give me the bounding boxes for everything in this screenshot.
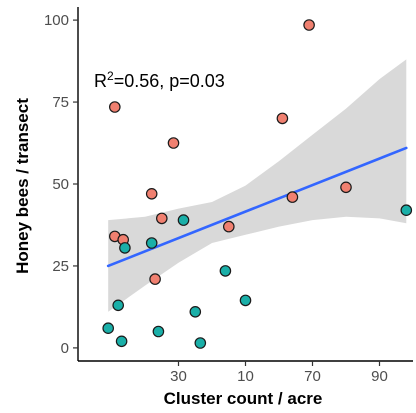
data-point-series-1 xyxy=(156,212,168,225)
data-point-series-2 xyxy=(152,325,165,338)
data-point-series-2 xyxy=(112,299,124,312)
data-point-series-2 xyxy=(119,242,131,254)
y-axis-title: Honey bees / transect xyxy=(13,98,32,274)
axes-layer: 0 25 50 75 100 30 10 70 90 xyxy=(44,7,413,385)
data-point-series-1 xyxy=(167,137,180,149)
data-point-series-2 xyxy=(189,305,202,318)
points-layer xyxy=(102,19,413,349)
trend-layer xyxy=(106,146,408,268)
data-point-series-1 xyxy=(303,19,315,31)
y-tick-label: 0 xyxy=(61,340,69,357)
y-tick-label: 25 xyxy=(52,258,69,275)
x-tick-label: 10 xyxy=(237,368,254,385)
data-point-series-2 xyxy=(400,204,413,216)
annotation-r: R xyxy=(94,71,107,91)
x-tick-label: 30 xyxy=(170,368,187,385)
data-point-series-1 xyxy=(286,191,299,203)
annotation-superscript: 2 xyxy=(107,69,114,83)
data-point-series-1 xyxy=(223,220,235,233)
data-point-series-2 xyxy=(115,335,128,348)
x-tick-label: 90 xyxy=(371,368,388,385)
data-point-series-2 xyxy=(239,294,252,307)
data-point-series-2 xyxy=(177,214,190,226)
data-point-series-1 xyxy=(145,188,158,200)
data-point-series-1 xyxy=(340,181,352,194)
data-point-series-2 xyxy=(102,322,114,334)
y-tick-label: 100 xyxy=(44,12,69,29)
trend-line xyxy=(106,146,408,268)
data-point-series-1 xyxy=(276,112,289,125)
x-axis-title: Cluster count / acre xyxy=(164,389,323,408)
data-point-series-2 xyxy=(219,265,232,277)
data-point-series-1 xyxy=(109,101,121,113)
confidence-band xyxy=(108,59,407,312)
x-tick-label: 70 xyxy=(304,368,321,385)
confidence-band-layer xyxy=(108,59,407,312)
annotation-rest: =0.56, p=0.03 xyxy=(114,71,225,91)
y-tick-label: 75 xyxy=(52,94,69,111)
annotation: R2=0.56, p=0.03 xyxy=(94,69,225,91)
data-point-series-1 xyxy=(149,273,161,285)
data-point-series-2 xyxy=(194,337,207,349)
y-tick-label: 50 xyxy=(52,176,69,193)
data-point-series-2 xyxy=(145,237,158,249)
